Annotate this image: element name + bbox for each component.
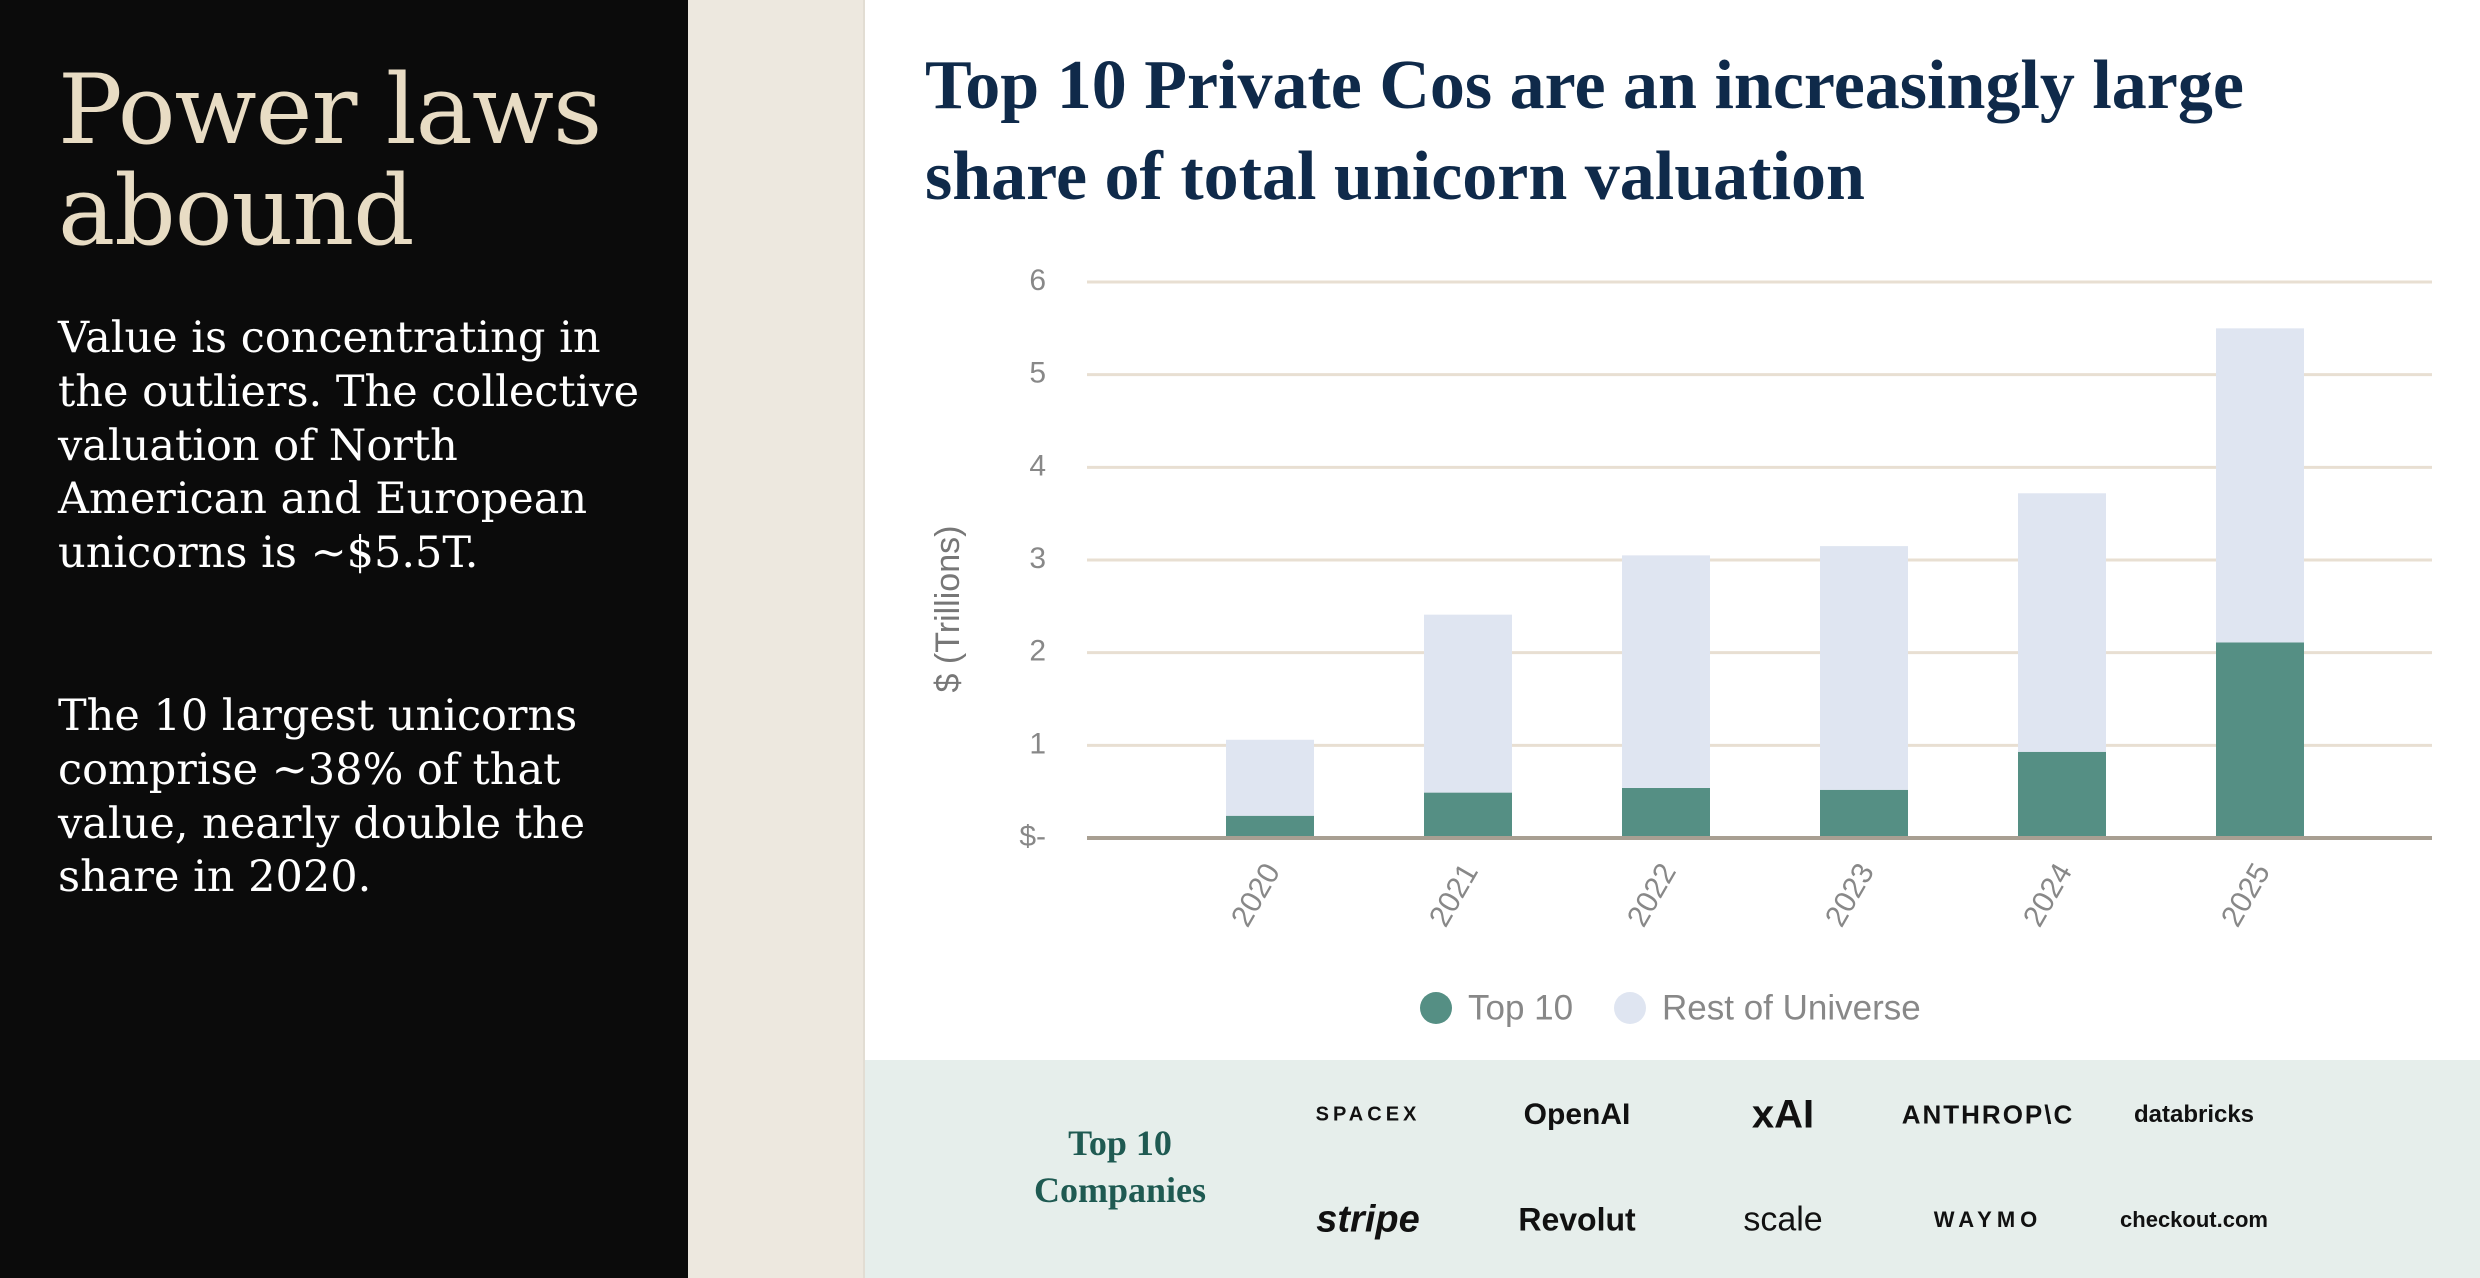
bar	[1622, 555, 1710, 788]
company-logo: checkout.com	[2120, 1207, 2268, 1232]
bar	[2018, 493, 2106, 752]
y-tick-label: 3	[1029, 542, 1046, 575]
bar	[2018, 751, 2106, 838]
texture-strip	[688, 0, 865, 1278]
bar	[1424, 792, 1512, 838]
y-tick-label: 4	[1029, 449, 1046, 482]
bar	[1820, 546, 1908, 790]
legend-label: Rest of Universe	[1662, 988, 1921, 1027]
bar	[1622, 787, 1710, 838]
x-tick-label: 2022	[1621, 858, 1683, 932]
company-logo: SPACEX	[1315, 1103, 1421, 1126]
x-tick-label: 2020	[1225, 858, 1287, 932]
paragraph: The 10 largest unicorns comprise ~38% of…	[58, 691, 586, 903]
x-tick-label: 2025	[2215, 858, 2277, 932]
company-logo: stripe	[1316, 1198, 1420, 1241]
paragraph: Value is concentrating in the outliers. …	[58, 313, 640, 578]
logo-heading: Top 10 Companies	[1033, 1123, 1207, 1210]
sidebar-title: Power laws abound	[58, 54, 602, 267]
sidebar: Power laws abound Value is concentrating…	[0, 0, 688, 1278]
x-tick-label: 2021	[1423, 858, 1485, 932]
y-tick-label: 1	[1029, 727, 1046, 760]
bar	[1226, 739, 1314, 816]
title-box: Top 10 Private Cos are an increasingly l…	[925, 47, 2244, 215]
logo-band: Top 10 Companies SPACEX OpenAI xAI ANTHROP\…	[865, 1060, 2480, 1278]
chart: Top 10 Private Cos are an increasingly l…	[925, 47, 2432, 1027]
bar	[2216, 642, 2304, 838]
company-logo: ANTHROP\C	[1901, 1099, 2075, 1130]
company-logo: scale	[1743, 1200, 1823, 1239]
company-logo: databricks	[2133, 1101, 2255, 1128]
bar	[1820, 789, 1908, 838]
x-tick-label: 2024	[2017, 858, 2079, 932]
chart-title: Top 10 Private Cos are an increasingly l…	[925, 47, 2244, 215]
y-tick-label: $-	[1019, 820, 1046, 853]
y-axis-title: $ (Trillions)	[929, 526, 967, 693]
legend-label: Top 10	[1468, 988, 1573, 1027]
y-tick-label: 2	[1029, 635, 1046, 668]
legend-marker	[1420, 992, 1452, 1024]
bar	[1226, 815, 1314, 838]
bar	[1424, 614, 1512, 793]
legend-marker	[1614, 992, 1646, 1024]
y-tick-label: 5	[1029, 357, 1046, 390]
x-tick-label: 2023	[1819, 858, 1881, 932]
company-logo: WAYMO	[1933, 1207, 2043, 1232]
company-logo: OpenAI	[1523, 1098, 1631, 1131]
bar	[2216, 328, 2304, 643]
company-logo: Revolut	[1518, 1201, 1636, 1238]
y-tick-label: 6	[1029, 264, 1046, 297]
company-logo: xAI	[1751, 1092, 1815, 1137]
